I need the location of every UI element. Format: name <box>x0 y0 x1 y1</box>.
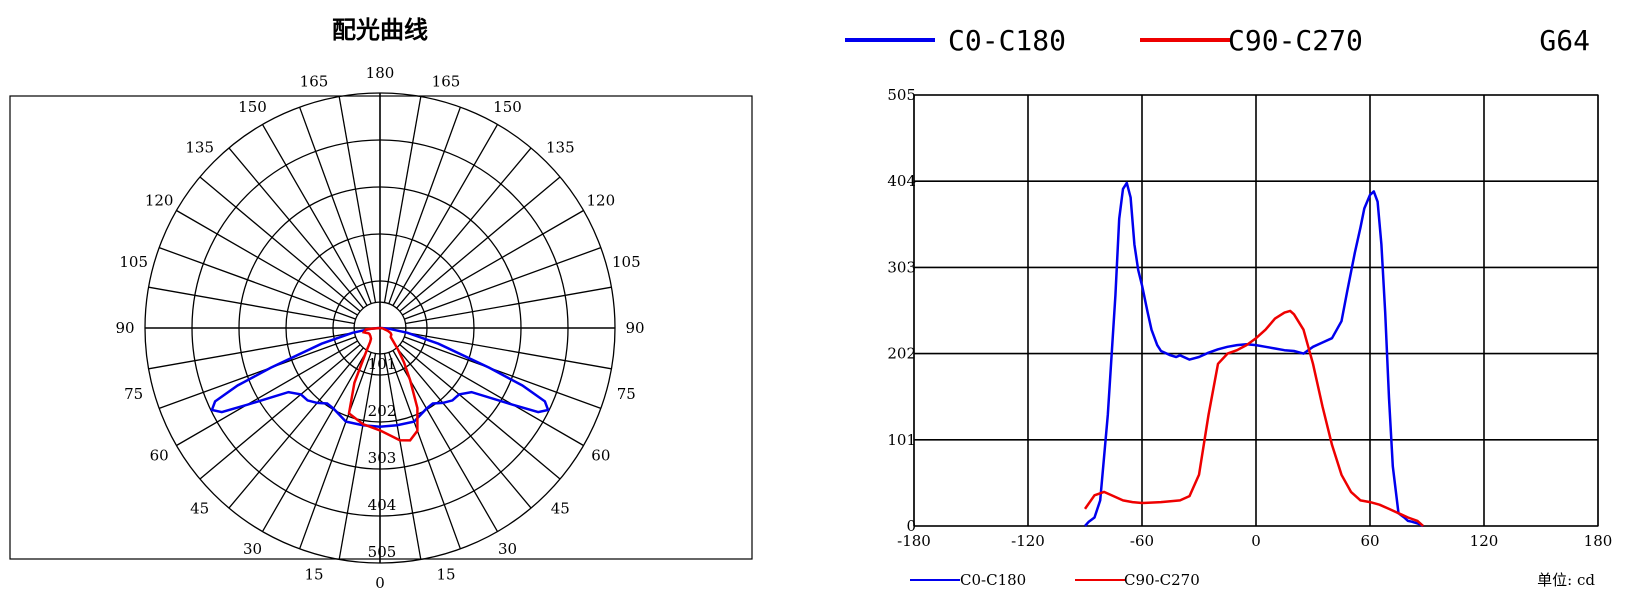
y-tick-label: 101 <box>887 431 916 449</box>
polar-spoke <box>261 350 368 532</box>
polar-spoke <box>338 353 377 560</box>
polar-angle-label: 135 <box>546 139 575 157</box>
top-legend-c90-label: C90-C270 <box>1228 24 1363 57</box>
polar-angle-label: 45 <box>551 499 570 517</box>
polar-spoke <box>158 247 356 320</box>
polar-angle-label: 30 <box>243 540 262 558</box>
polar-spoke <box>396 147 532 309</box>
polar-spoke <box>228 147 364 309</box>
polar-spoke <box>176 340 358 447</box>
polar-angle-label: 120 <box>587 192 616 210</box>
polar-spoke <box>388 352 461 550</box>
polar-spoke <box>383 96 422 303</box>
polar-spoke <box>402 340 584 447</box>
polar-angle-label: 150 <box>238 98 267 116</box>
polar-angle-label: 30 <box>498 540 517 558</box>
x-tick-label: 60 <box>1360 532 1379 550</box>
bottom-legend: C0-C180 C90-C270 单位: cd <box>910 571 1595 589</box>
top-legend-c0-label: C0-C180 <box>948 24 1066 57</box>
polar-radial-label: 202 <box>368 402 397 420</box>
polar-angle-label: 150 <box>493 98 522 116</box>
x-tick-label: -60 <box>1130 532 1154 550</box>
polar-radial-label: 101 <box>368 355 397 373</box>
polar-spoke <box>158 336 356 409</box>
polar-angle-label: 90 <box>115 319 134 337</box>
polar-angle-label: 45 <box>190 499 209 517</box>
polar-angle-label: 15 <box>304 565 323 583</box>
polar-spoke <box>404 336 602 409</box>
y-tick-label: 303 <box>887 258 916 276</box>
polar-spoke <box>299 106 372 304</box>
polar-spoke <box>396 347 532 509</box>
polar-spoke <box>199 344 361 480</box>
polar-spoke <box>392 124 499 306</box>
polar-angle-label: 165 <box>432 73 461 91</box>
polar-angle-label: 165 <box>300 73 329 91</box>
bottom-legend-c90-label: C90-C270 <box>1124 571 1200 589</box>
polar-angle-label: 90 <box>625 319 644 337</box>
polar-angle-label: 0 <box>375 574 385 592</box>
polar-radial-label: 303 <box>368 449 397 467</box>
polar-series <box>210 326 550 442</box>
line-series <box>1083 181 1425 528</box>
polar-angle-label: 105 <box>119 253 148 271</box>
polar-angle-label: 75 <box>617 385 636 403</box>
polar-spoke <box>399 176 561 312</box>
y-tick-label: 505 <box>887 86 916 104</box>
polar-spoke <box>199 176 361 312</box>
polar-spoke <box>404 247 602 320</box>
line-grid <box>913 94 1599 527</box>
polar-angle-label: 60 <box>150 447 169 465</box>
top-legend-code: G64 <box>1539 24 1590 57</box>
polar-labels: 0 15 15 30 30 45 45 60 60 75 75 90 90 105 105 120 120 135… <box>115 64 644 592</box>
polar-chart-title: 配光曲线 <box>332 16 428 44</box>
polar-spoke <box>148 286 355 325</box>
y-tick-label: 404 <box>887 172 916 190</box>
polar-angle-label: 135 <box>185 139 214 157</box>
line-series-c0-c180 <box>1084 181 1424 528</box>
x-tick-label: 180 <box>1584 532 1613 550</box>
polar-spoke <box>261 124 368 306</box>
top-legend: C0-C180 C90-C270 G64 <box>845 24 1590 57</box>
polar-spoke <box>148 331 355 370</box>
polar-spoke <box>388 106 461 304</box>
polar-spoke <box>299 352 372 550</box>
x-tick-label: 0 <box>1251 532 1261 550</box>
y-tick-label: 0 <box>906 517 916 535</box>
polar-spoke <box>405 331 612 370</box>
polar-spoke <box>402 209 584 316</box>
y-tick-label: 202 <box>887 345 916 363</box>
polar-spoke <box>338 96 377 303</box>
line-tick-labels: -180 -120 -60 0 60 120 180 0 101 202 303 404 505 <box>887 86 1612 550</box>
polar-angle-label: 75 <box>124 385 143 403</box>
line-series-c90-c270 <box>1083 309 1425 527</box>
unit-label: 单位: cd <box>1537 571 1595 589</box>
bottom-legend-c0-label: C0-C180 <box>960 571 1026 589</box>
polar-radial-label: 505 <box>368 543 397 561</box>
polar-spoke <box>176 209 358 316</box>
polar-angle-label: 105 <box>612 253 641 271</box>
polar-angle-label: 180 <box>366 64 395 82</box>
polar-spoke <box>228 347 364 509</box>
polar-spoke <box>399 344 561 480</box>
polar-series-c90-c270 <box>347 326 419 442</box>
x-tick-label: 120 <box>1470 532 1499 550</box>
polar-spoke <box>383 353 422 560</box>
x-tick-label: -120 <box>1011 532 1045 550</box>
polar-angle-label: 120 <box>145 192 174 210</box>
polar-angle-label: 60 <box>591 447 610 465</box>
polar-plot-frame <box>9 95 753 560</box>
polar-angle-label: 15 <box>436 565 455 583</box>
polar-radial-label: 404 <box>368 496 397 514</box>
polar-spoke <box>405 286 612 325</box>
x-tick-label: -180 <box>897 532 931 550</box>
